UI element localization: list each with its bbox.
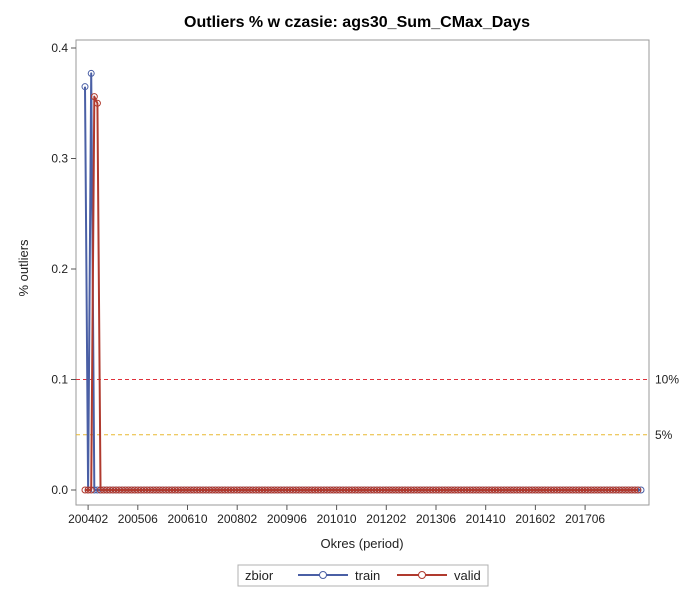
data-point [93, 99, 101, 107]
data-point [634, 486, 642, 494]
y-axis: 0.0 0.1 0.2 0.3 0.4 [51, 41, 76, 497]
reference-lines: 10% 5% [76, 373, 679, 442]
data-point [87, 69, 95, 77]
legend-swatch-marker [418, 571, 426, 579]
data-point [84, 486, 92, 494]
chart-title: Outliers % w czasie: ags30_Sum_CMax_Days [184, 14, 530, 31]
x-tick-label: 200610 [167, 512, 207, 526]
y-tick-label: 0.0 [51, 483, 68, 497]
x-tick-label: 201010 [317, 512, 357, 526]
data-point [87, 486, 95, 494]
x-tick-label: 201306 [416, 512, 456, 526]
x-tick-label: 200802 [217, 512, 257, 526]
y-tick-label: 0.1 [51, 373, 68, 387]
y-tick-label: 0.2 [51, 262, 68, 276]
series-line [84, 72, 641, 491]
x-tick-label: 200906 [267, 512, 307, 526]
data-point [81, 83, 89, 91]
series-train [81, 69, 645, 494]
legend-swatch-marker [319, 571, 327, 579]
x-axis: 200402 200506 200610 200802 200906 201010 2012… [68, 505, 605, 526]
legend: zbior train valid [237, 564, 489, 587]
y-tick-label: 0.3 [51, 152, 68, 166]
series-line [85, 95, 638, 491]
series-layer [81, 69, 645, 494]
x-tick-label: 200402 [68, 512, 108, 526]
reference-line-label: 10% [655, 373, 679, 387]
data-point [631, 486, 639, 494]
x-tick-label: 200506 [118, 512, 158, 526]
series-valid [81, 93, 642, 494]
y-axis-label: % outliers [16, 239, 31, 297]
x-tick-label: 201706 [565, 512, 605, 526]
y-tick-label: 0.4 [51, 41, 68, 55]
plot-area-frame [75, 39, 650, 506]
reference-line-label: 5% [655, 428, 673, 442]
x-tick-label: 201602 [515, 512, 555, 526]
x-axis-label: Okres (period) [320, 536, 403, 551]
legend-entry-train: train [355, 568, 380, 583]
legend-title: zbior [245, 568, 274, 583]
data-point [90, 93, 98, 101]
legend-entry-valid: valid [454, 568, 481, 583]
x-tick-label: 201410 [466, 512, 506, 526]
legend-entries: train valid [298, 568, 481, 583]
legend-box [237, 564, 489, 587]
x-tick-label: 201202 [366, 512, 406, 526]
